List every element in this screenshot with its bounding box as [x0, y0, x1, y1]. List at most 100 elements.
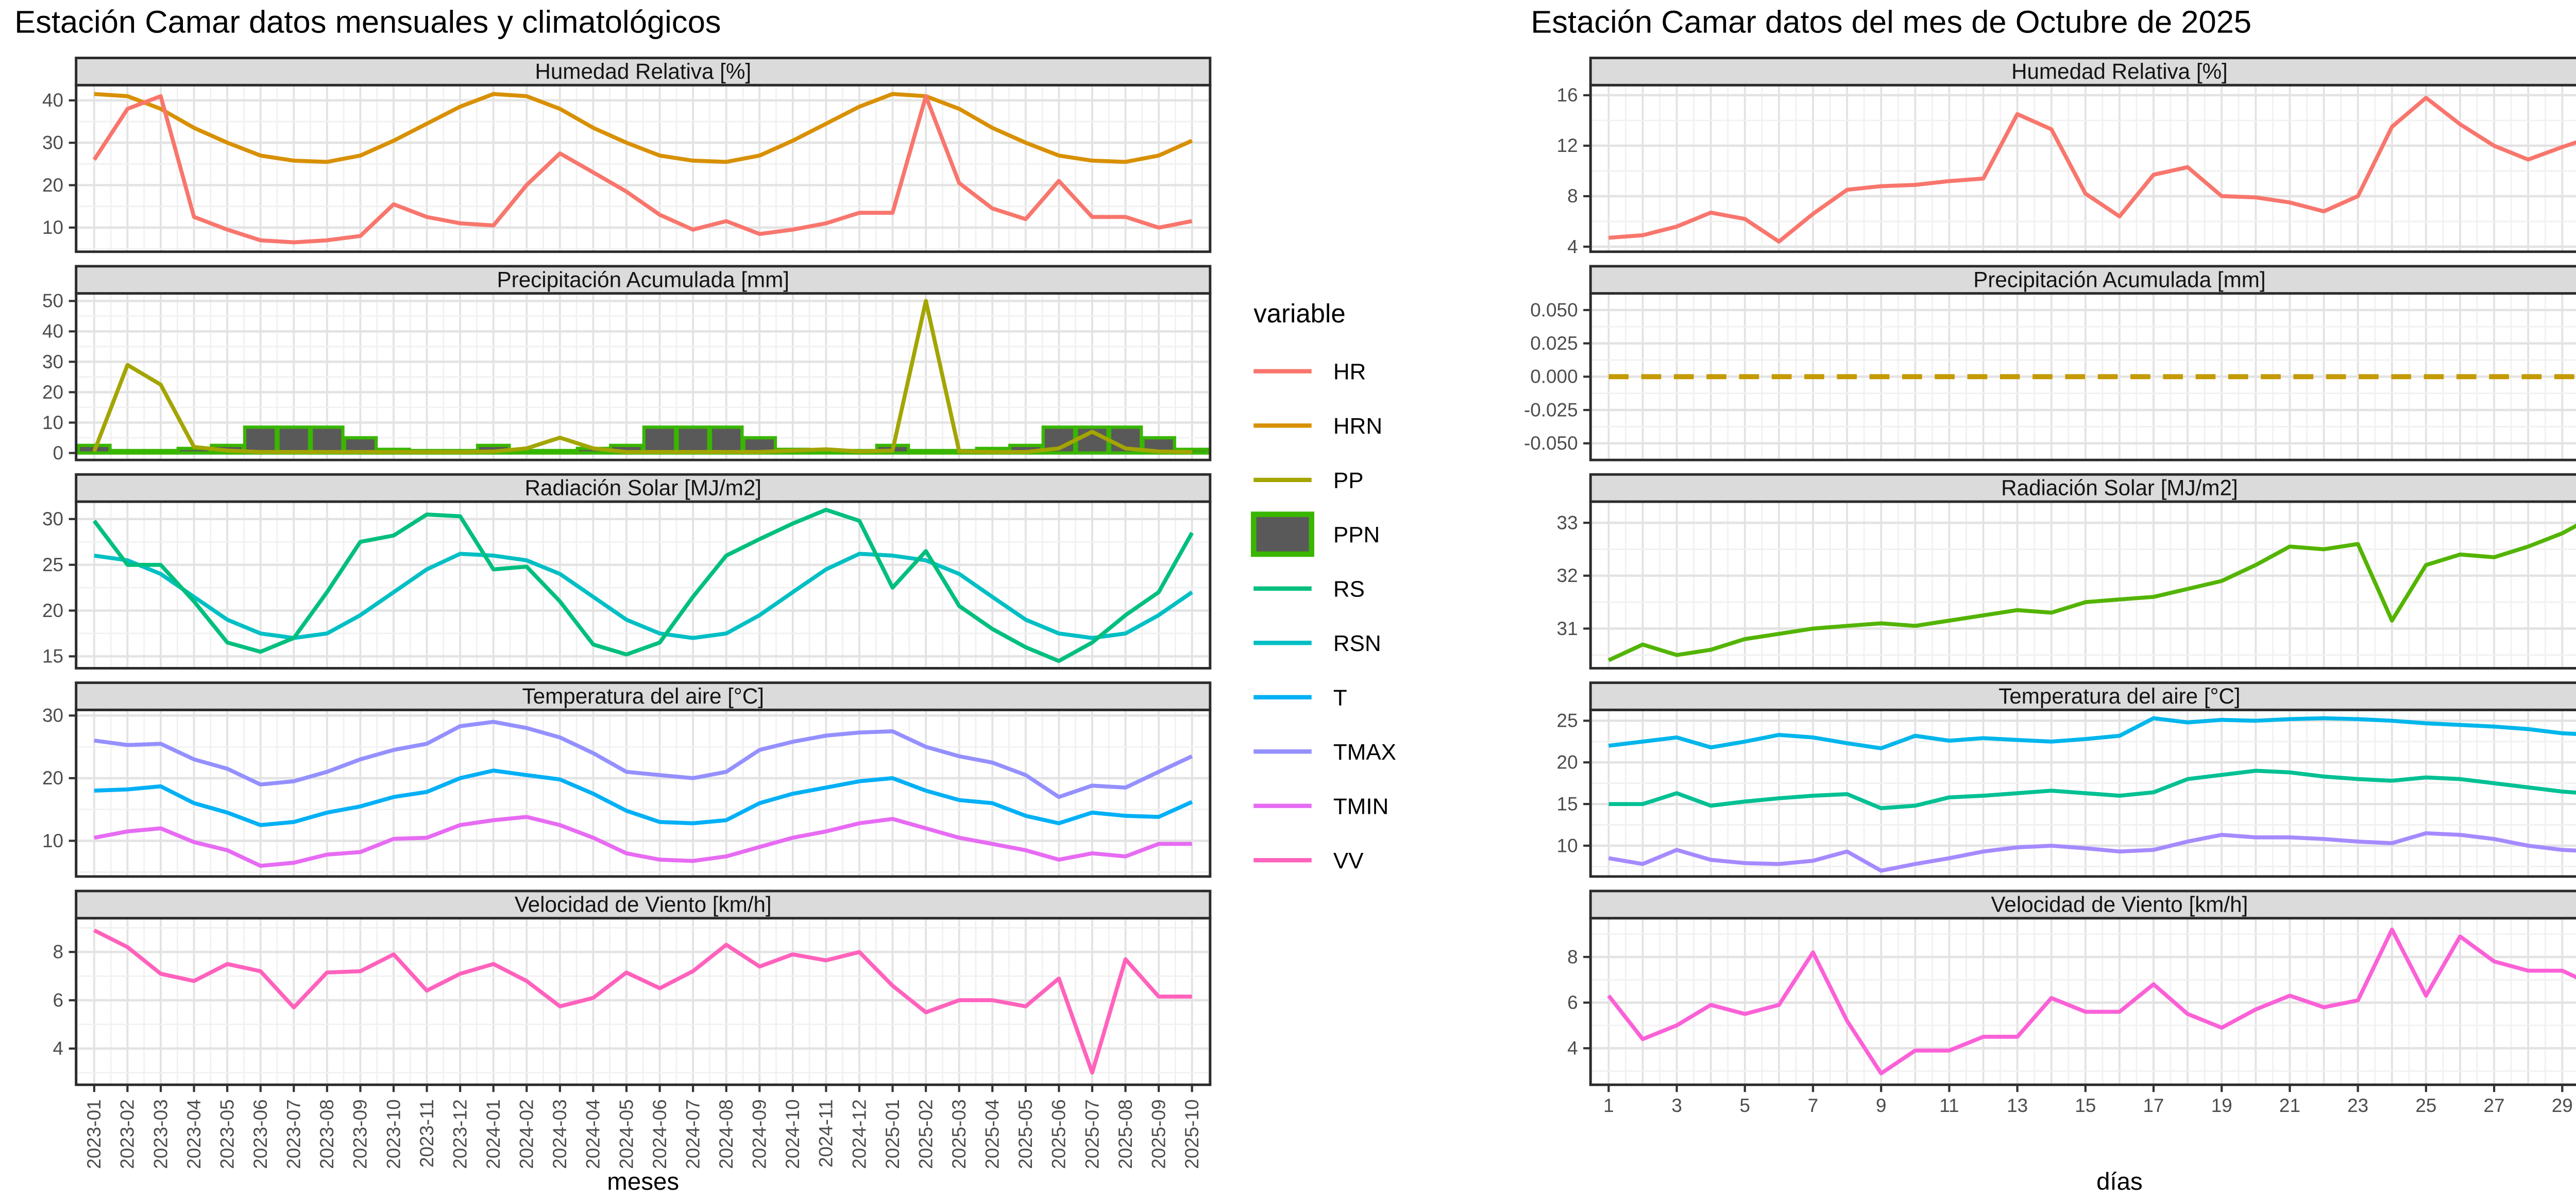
- x-axis-tick-label: 2023-12: [449, 1099, 470, 1169]
- legend-entry-PP: PP: [1253, 468, 1364, 493]
- series-line-VV: [93, 928, 1192, 1075]
- legend-entry-VV: VV: [1253, 848, 1364, 873]
- panel-4: Velocidad de Viento [km/h] 4 6 8: [53, 889, 1212, 1086]
- legend-entry-HR: HR: [1253, 359, 1366, 385]
- x-axis-tick-label: 11: [1939, 1095, 1959, 1116]
- y-axis-tick-label: 30: [42, 705, 63, 726]
- figure-daily: Estación Camar datos del mes de Octubre …: [1518, 0, 2576, 1199]
- x-axis-tick-label: 2025-01: [882, 1099, 903, 1169]
- y-axis-tick-label: 0.050: [1530, 299, 1578, 320]
- facet-strip-label: Radiación Solar [MJ/m2]: [524, 476, 761, 500]
- legend-label-RSN: RSN: [1333, 631, 1381, 656]
- legend-key-PPN: [1250, 511, 1315, 557]
- legend-entry-T: T: [1253, 686, 1347, 711]
- x-axis-title-monthly: meses: [607, 1168, 680, 1195]
- y-axis-tick-label: 4: [1567, 1038, 1578, 1059]
- bar-PPN: [542, 449, 578, 455]
- facet-strip: [75, 889, 1212, 920]
- x-axis-tick-label: 17: [2143, 1095, 2164, 1116]
- legend-entry-RS: RS: [1253, 577, 1365, 602]
- y-axis-tick-label: 10: [42, 830, 63, 851]
- y-axis-tick-label: 15: [1557, 793, 1578, 814]
- legend-entry-PPN: PPN: [1250, 511, 1380, 557]
- x-axis-tick-label: 2023-07: [283, 1099, 304, 1169]
- series-line-TMAX: [94, 720, 1193, 799]
- y-axis-tick-label: 33: [1557, 512, 1578, 533]
- figure-daily-canvas: Humedad Relativa [%]481216Precipitación …: [1524, 57, 2576, 1116]
- panel-3: Temperatura del aire [°C] 10 15 20 25: [1557, 681, 2576, 878]
- series-line-RS: [1607, 523, 2576, 662]
- bar-PPN: [110, 449, 145, 455]
- legend-label-PPN: PPN: [1333, 522, 1380, 547]
- y-axis-tick-label: 10: [42, 217, 63, 238]
- x-axis-tick-label: 2023-08: [316, 1099, 337, 1169]
- x-axis-tick-label: 25: [2415, 1095, 2436, 1116]
- panel-1: Precipitación Acumulada [mm] -0.050 -0.025…: [1524, 265, 2576, 461]
- facet-strip-label: Humedad Relativa [%]: [2011, 59, 2228, 83]
- x-axis-tick-label: 2025-04: [982, 1099, 1003, 1169]
- figure-title-monthly: Estación Camar datos mensuales y climato…: [14, 4, 721, 40]
- facet-strip: [75, 265, 1212, 295]
- series-line-RSN: [94, 552, 1193, 640]
- y-axis-tick-label: 31: [1557, 618, 1578, 639]
- x-axis-tick-label: 9: [1876, 1095, 1887, 1116]
- x-axis-tick-label: 2024-12: [849, 1099, 870, 1169]
- x-axis-tick-label: 2023-03: [150, 1099, 171, 1169]
- facet-strip-label: Radiación Solar [MJ/m2]: [2001, 476, 2238, 500]
- facet-strip: [1589, 889, 2576, 920]
- x-axis-tick-label: 2024-09: [749, 1099, 770, 1169]
- series-line-PP: [92, 299, 1192, 454]
- series-line-TMIN: [1608, 831, 2576, 873]
- legend-label-TMAX: TMAX: [1333, 740, 1396, 765]
- series-line-HRN: [94, 92, 1193, 164]
- panel-4: Velocidad de Viento [km/h] 4 6 8: [1567, 889, 2576, 1086]
- series-line-TMIN: [94, 815, 1192, 868]
- legend-label-PP: PP: [1333, 468, 1364, 493]
- facet-strip-label: Temperatura del aire [°C]: [522, 684, 764, 708]
- y-axis-tick-label: 32: [1557, 565, 1578, 586]
- y-axis-tick-label: 10: [42, 412, 63, 433]
- facet-strip: [75, 57, 1212, 87]
- bar-PPN: [642, 425, 677, 455]
- x-axis-tick-label: 2023-04: [183, 1099, 205, 1169]
- bar-PPN: [143, 449, 178, 455]
- x-axis-tick-label: 2025-06: [1048, 1099, 1070, 1169]
- y-axis-tick-label: 20: [1557, 752, 1578, 773]
- x-axis-tick-label: 2024-06: [649, 1099, 670, 1169]
- x-axis-tick-label: 2024-02: [516, 1099, 537, 1169]
- x-axis-tick-label: 2023-05: [216, 1099, 238, 1169]
- x-axis-tick-label: 21: [2279, 1095, 2300, 1116]
- x-axis-tick-label: 7: [1808, 1095, 1819, 1116]
- x-axis-tick-label: 2024-03: [549, 1099, 570, 1169]
- bar-PPN: [908, 449, 943, 455]
- x-axis-tick-label: 2024-10: [782, 1099, 803, 1169]
- y-axis-tick-label: 8: [1567, 946, 1578, 967]
- y-axis-tick-label: 10: [1557, 835, 1578, 856]
- series-line-RS: [92, 507, 1194, 663]
- x-axis-tick-label: 2023-06: [250, 1099, 271, 1169]
- x-axis-tick-label: 23: [2347, 1095, 2368, 1116]
- bar-PPN: [243, 425, 278, 455]
- x-axis-tick-label: 2023-09: [350, 1099, 371, 1169]
- facet-strip-label: Velocidad de Viento [km/h]: [1991, 892, 2248, 916]
- y-axis-tick-label: 20: [42, 175, 63, 196]
- y-axis-tick-label: 4: [1567, 236, 1578, 257]
- series-line-TMAX: [1608, 716, 2576, 750]
- x-axis-tick-label: 2025-08: [1115, 1099, 1136, 1169]
- legend-label-HR: HR: [1333, 359, 1366, 385]
- x-axis-title-daily: días: [2096, 1168, 2143, 1195]
- x-axis-tick-label: 29: [2552, 1095, 2573, 1116]
- panel-border: [1589, 83, 2576, 253]
- x-axis-tick-label: 27: [2484, 1095, 2505, 1116]
- bar-PPN: [309, 425, 345, 455]
- x-axis-tick-label: 2024-01: [483, 1099, 504, 1169]
- y-axis-tick-label: 20: [42, 600, 63, 621]
- panel-2: Radiación Solar [MJ/m2] 31 32 33: [1557, 473, 2576, 670]
- x-axis-tick-label: 2024-08: [716, 1099, 737, 1169]
- x-axis-tick-label: 15: [2075, 1095, 2096, 1116]
- facet-strip-label: Velocidad de Viento [km/h]: [515, 892, 772, 916]
- x-axis-tick-label: 5: [1740, 1095, 1751, 1116]
- x-axis-tick-label: 3: [1671, 1095, 1682, 1116]
- y-axis-tick-label: 12: [1557, 135, 1578, 156]
